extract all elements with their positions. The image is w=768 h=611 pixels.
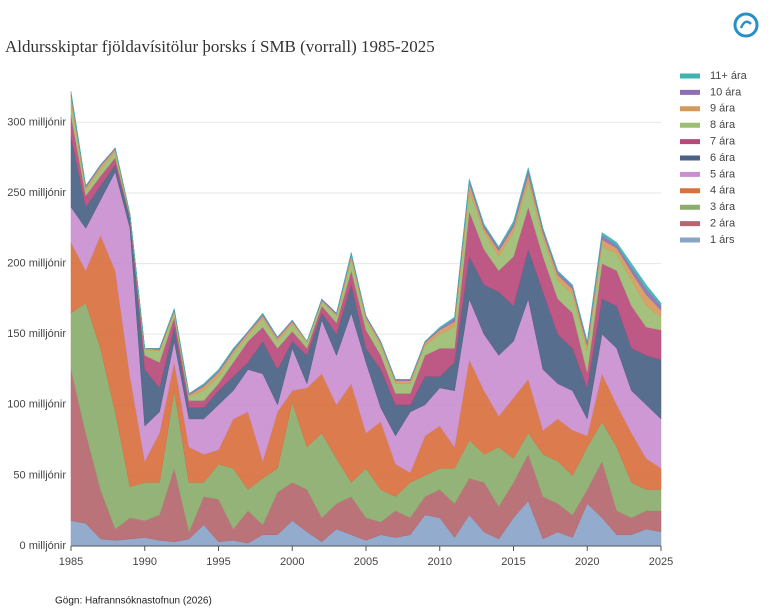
legend-label: 1 árs [710, 234, 735, 246]
x-tick-label: 1990 [133, 556, 157, 568]
y-tick-label: 0 milljónir [20, 540, 67, 552]
y-tick-label: 200 milljónir [7, 257, 66, 269]
legend-label: 9 ára [710, 103, 736, 115]
logo-wave [739, 20, 752, 29]
x-tick-label: 2025 [649, 556, 673, 568]
x-tick-label: 2000 [280, 556, 304, 568]
chart-title: Aldursskiptar fjöldavísitölur þorsks í S… [5, 37, 435, 56]
x-tick-label: 1995 [206, 556, 230, 568]
y-tick-label: 150 milljónir [7, 328, 66, 340]
legend-label: 2 ára [710, 218, 736, 230]
legend-label: 7 ára [710, 136, 736, 148]
y-tick-label: 300 milljónir [7, 116, 66, 128]
y-tick-label: 250 milljónir [7, 187, 66, 199]
legend-label: 11+ ára [710, 70, 748, 82]
x-tick-label: 2005 [354, 556, 378, 568]
legend-label: 3 ára [710, 201, 736, 213]
areas [70, 91, 662, 547]
legend-label: 4 ára [710, 185, 736, 197]
logo [733, 12, 759, 38]
y-tick-label: 50 milljónir [13, 469, 66, 481]
x-tick-label: 2020 [575, 556, 599, 568]
legend: 1 árs 2 ára 3 ára 4 ára 5 ára 6 ára 7 ára 8 ára… [680, 70, 748, 246]
legend-label: 5 ára [710, 168, 736, 180]
x-tick-label: 2015 [501, 556, 525, 568]
source: Gögn: Hafrannsóknastofnun (2026) [55, 596, 212, 607]
legend-label: 6 ára [710, 152, 736, 164]
logo-ring [733, 12, 759, 38]
axes: 0 milljónir 50 milljónir 100 milljónir 150 … [7, 116, 673, 568]
legend-label: 8 ára [710, 119, 736, 131]
y-tick-label: 100 milljónir [7, 399, 66, 411]
area [70, 91, 662, 394]
legend-label: 10 ára [710, 86, 742, 98]
x-tick-label: 1985 [59, 556, 83, 568]
x-tick-label: 2010 [428, 556, 452, 568]
